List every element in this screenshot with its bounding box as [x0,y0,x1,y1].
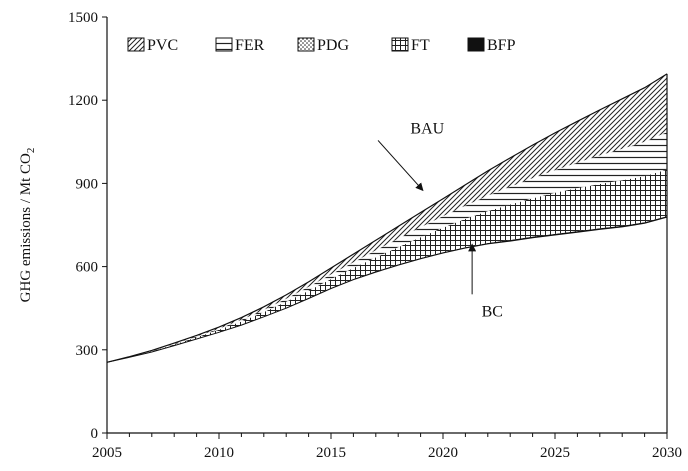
area-bc [107,217,667,433]
y-axis-label-subscript: 2 [25,148,37,154]
legend-swatch-pvc [127,37,145,52]
y-tick-label: 300 [76,343,99,359]
annotation-arrow-bau [377,140,424,192]
line-bau [106,73,668,363]
x-tick-label: 2030 [652,445,682,461]
legend: PVC FER PDG FT BFP [127,37,516,54]
area-ft [107,169,667,363]
x-tick-label: 2005 [92,445,122,461]
legend-swatch-pdg [297,37,315,52]
legend-swatch-ft [391,37,409,52]
x-tick-label: 2025 [540,445,570,461]
y-tick-label: 900 [76,176,99,192]
legend-label-pdg: PDG [317,37,349,54]
y-tick-label: 1200 [68,93,98,109]
y-tick-label: 1500 [68,10,98,26]
axes: 0 300 600 900 1200 1500 2005 2010 2015 2020 2025 20… [18,10,682,461]
area-fer [107,132,667,363]
annotation-label-bau: BAU [410,120,444,137]
x-tick-label: 2015 [316,445,346,461]
legend-label-bfp: BFP [487,37,516,54]
y-tick-label: 600 [76,260,99,276]
annotations: BAU BC [377,120,503,321]
legend-label-fer: FER [235,37,265,54]
legend-swatch-fer [215,37,233,52]
x-tick-label: 2020 [428,445,458,461]
x-tick-label: 2010 [204,445,234,461]
legend-swatch-bfp [467,37,485,52]
legend-label-ft: FT [411,37,430,54]
annotation-label-bc: BC [482,304,503,321]
y-axis-label: GHG emissions / Mt CO2 [18,148,37,303]
line-bc [106,216,668,363]
stacked-areas [106,73,668,433]
y-tick-label: 0 [91,426,99,442]
legend-label-pvc: PVC [147,37,178,54]
y-axis-label-text: GHG emissions / Mt CO [18,153,34,302]
